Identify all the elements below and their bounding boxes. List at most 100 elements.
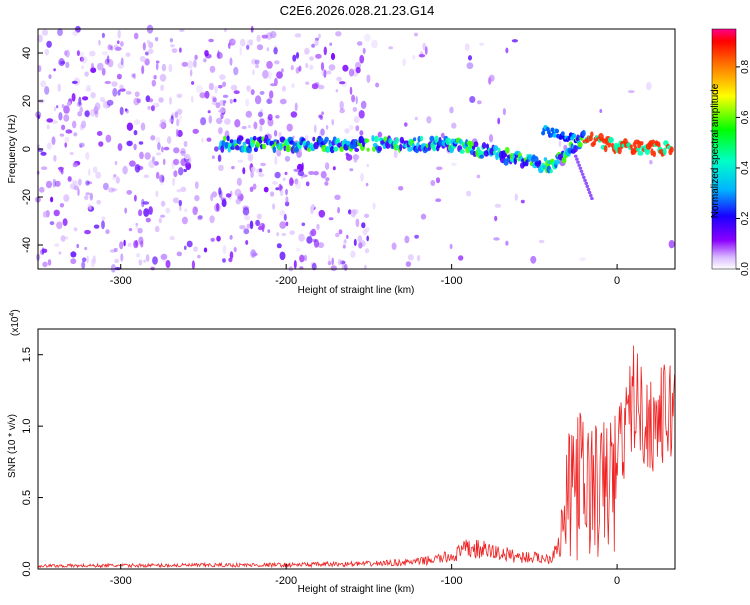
- spectrogram-noise-blob: [87, 181, 93, 185]
- spectrogram-noise-blob: [159, 174, 165, 183]
- spectrogram-trace-blob: [238, 139, 242, 145]
- spectrogram-noise-blob: [256, 213, 262, 220]
- spectrogram-noise-blob: [134, 91, 140, 97]
- colorbar-tick-label: 0.8: [740, 60, 750, 74]
- spectrogram-noise-blob: [251, 252, 258, 257]
- spectrogram-trace-blob: [329, 146, 335, 154]
- spectrogram-noise-blob: [84, 195, 89, 201]
- spectrogram-noise-blob: [430, 180, 436, 186]
- spectrogram-noise-blob: [243, 228, 250, 235]
- spectrogram-x-axis: -300 -200 -100 0: [110, 264, 620, 287]
- spectrogram-noise-blob: [183, 168, 187, 173]
- spectrogram-noise-blob: [50, 196, 54, 203]
- spectrogram-noise-blob: [191, 81, 195, 85]
- spectrogram-trace-blob: [365, 138, 370, 143]
- spectrogram-noise-blob: [328, 64, 336, 71]
- spectrogram-noise-blob: [186, 240, 193, 248]
- spectrogram-noise-blob: [108, 187, 115, 193]
- spectrogram-noise-blob: [120, 41, 124, 47]
- spectrogram-noise-blob: [103, 182, 109, 191]
- spectrogram-noise-blob: [407, 254, 414, 261]
- spectrogram-noise-blob: [155, 171, 160, 179]
- spectrogram-trace-blob: [285, 144, 292, 153]
- y-tick-label: 1.0: [21, 418, 33, 433]
- spectrogram-noise-blob: [237, 159, 243, 163]
- spectrogram-noise-blob: [304, 135, 309, 141]
- spectrogram-noise-blob: [335, 89, 339, 93]
- spectrogram-noise-blob: [311, 43, 315, 48]
- spectrogram-noise-blob: [192, 128, 199, 134]
- spectrogram-noise-blob: [355, 96, 358, 105]
- spectrogram-noise-blob: [236, 177, 242, 186]
- spectrogram-noise-blob: [77, 188, 80, 197]
- spectrogram-trace-blob: [493, 145, 499, 152]
- spectrogram-noise-blob: [73, 227, 78, 232]
- spectrogram-noise-blob: [185, 162, 192, 170]
- snr-x-axis: -300 -200 -100 0: [110, 564, 620, 587]
- spectrogram-trace-blob: [590, 131, 594, 138]
- spectrogram-trace-blob: [652, 150, 656, 158]
- spectrogram-trace-blob: [554, 159, 560, 165]
- spectrogram-noise-blob: [194, 181, 199, 190]
- spectrogram-noise-blob: [117, 89, 121, 96]
- spectrogram-noise-blob: [249, 186, 254, 193]
- spectrogram-noise-blob: [222, 81, 227, 87]
- spectrogram-noise-blob: [112, 175, 116, 181]
- spectrogram-noise-blob: [279, 251, 286, 261]
- spectrogram-noise-blob: [179, 29, 185, 32]
- spectrogram-noise-blob: [231, 39, 236, 44]
- spectrogram-noise-blob: [138, 141, 144, 145]
- spectrogram-noise-blob: [125, 52, 131, 57]
- spectrogram-trace-blob: [513, 157, 517, 165]
- spectrogram-noise-blob: [69, 152, 74, 155]
- spectrogram-noise-blob: [82, 96, 89, 101]
- spectrogram-branch-blob: [541, 130, 546, 136]
- spectrogram-noise-blob: [64, 136, 70, 143]
- snr-scale-exponent: 4: [9, 313, 16, 317]
- spectrogram-noise-blob: [412, 54, 416, 60]
- spectrogram-noise-blob: [143, 174, 150, 179]
- spectrogram-noise-blob: [211, 155, 215, 159]
- spectrogram-noise-blob: [90, 67, 97, 73]
- spectrogram-trace-blob: [502, 153, 508, 158]
- spectrogram-noise-blob: [259, 118, 265, 126]
- spectrogram-noise: [35, 24, 675, 273]
- spectrogram-tail-blob: [582, 175, 586, 179]
- spectrogram-noise-blob: [60, 235, 66, 242]
- spectrogram-noise-blob: [244, 215, 251, 221]
- spectrogram-noise-blob: [260, 162, 266, 167]
- y-tick-label: 1.5: [21, 347, 33, 362]
- spectrogram-noise-blob: [85, 88, 92, 92]
- spectrogram-noise-blob: [349, 168, 354, 172]
- spectrogram-noise-blob: [298, 65, 302, 72]
- spectrogram-noise-blob: [113, 247, 118, 253]
- spectrogram-noise-blob: [42, 261, 48, 268]
- spectrogram-noise-blob: [77, 111, 83, 117]
- spectrogram-noise-blob: [172, 177, 176, 186]
- spectrogram-noise-blob: [225, 193, 232, 198]
- spectrogram-noise-blob: [344, 128, 350, 134]
- spectrogram-noise-blob: [54, 243, 60, 247]
- spectrogram-noise-blob: [251, 58, 257, 65]
- spectrogram-noise-blob: [165, 260, 171, 268]
- spectrogram-noise-blob: [266, 60, 273, 69]
- spectrogram-noise-blob: [208, 115, 213, 124]
- spectrogram-trace-blob: [413, 137, 417, 142]
- spectrogram-noise-blob: [96, 131, 103, 136]
- spectrogram-noise-blob: [294, 178, 299, 185]
- spectrogram-noise-blob: [201, 137, 204, 143]
- spectrogram-noise-blob: [282, 177, 286, 181]
- spectrogram-noise-blob: [216, 202, 220, 212]
- spectrogram-trace-blob: [481, 142, 487, 149]
- spectrogram-noise-blob: [199, 92, 206, 99]
- spectrogram-trace-blob: [373, 135, 379, 143]
- spectrogram-noise-blob: [372, 202, 376, 210]
- spectrogram-noise-blob: [366, 235, 370, 242]
- snr-y-axis: 0.0 0.5 1.0 1.5: [21, 347, 43, 577]
- spectrogram-noise-blob: [309, 64, 314, 71]
- spectrogram-noise-blob: [62, 218, 68, 227]
- spectrogram-noise-blob: [281, 232, 286, 237]
- spectrogram-noise-blob: [279, 221, 287, 229]
- spectrogram-noise-blob: [178, 113, 182, 123]
- spectrogram-noise-blob: [148, 206, 153, 215]
